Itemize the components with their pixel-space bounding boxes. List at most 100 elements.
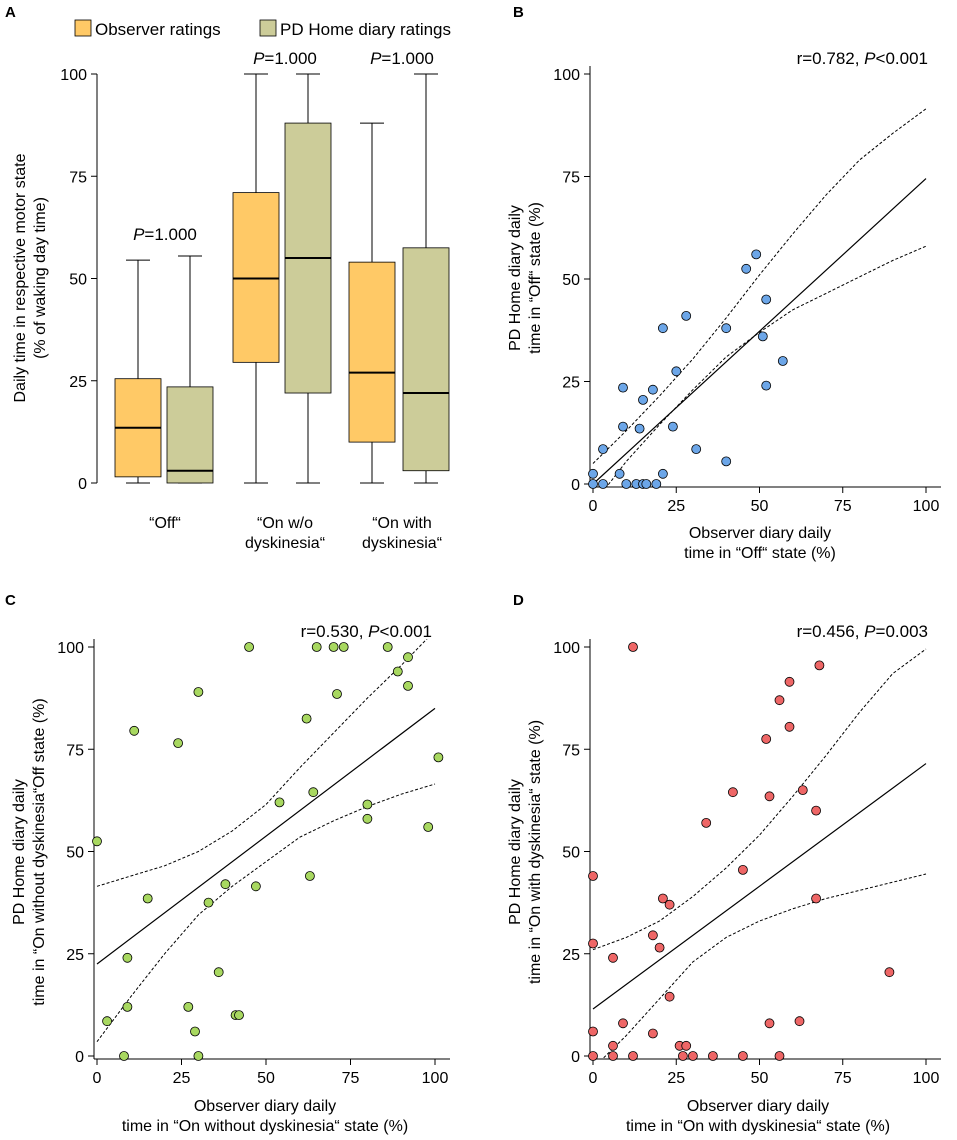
panel-d-xtick-label-75: 75 [834, 1070, 852, 1087]
panel-d-xtick-label-50: 50 [751, 1070, 769, 1087]
panel-c-point-1 [102, 1016, 112, 1027]
panel-b-point-25 [757, 331, 768, 342]
panel-letter-a: A [5, 4, 16, 21]
panel-c-point-30 [392, 666, 403, 677]
panel-c-point-4 [122, 1002, 133, 1012]
panel-a-ytick-label-25: 25 [69, 374, 87, 391]
panel-b-ytick-label-100: 100 [553, 67, 580, 84]
panel-b-point-22 [721, 323, 732, 334]
panel-d-point-32 [794, 1016, 805, 1027]
panel-b-xtick-label-50: 50 [751, 498, 769, 515]
panel-b-ci-upper [592, 108, 927, 464]
panel-c-xtick-label-0: 0 [93, 1070, 102, 1087]
panel-b-point-14 [651, 479, 662, 489]
panel-c-point-26 [338, 642, 349, 652]
panel-d-point-11 [648, 1028, 658, 1039]
panel-d-stat: r=0.456, P=0.003 [797, 622, 928, 641]
panel-d-point-23 [738, 865, 748, 875]
panel-a-ytick-label-50: 50 [69, 272, 87, 289]
panel-b-ytick-label-75: 75 [562, 170, 580, 187]
panel-b-point-7 [621, 479, 632, 489]
panel-c-regression-line [96, 707, 436, 965]
panel-c-ytick-label-100: 100 [57, 640, 84, 657]
panel-b-point-23 [741, 263, 752, 274]
panel-c-point-32 [403, 652, 413, 663]
panel-d-xtick-label-0: 0 [589, 1070, 598, 1087]
box-observer-1 [232, 192, 280, 363]
panel-b-point-26 [761, 294, 772, 305]
panel-d-regression-line [592, 763, 927, 1010]
panel-d-point-10 [648, 930, 658, 941]
panel-a-ytick-label-75: 75 [69, 169, 87, 186]
panel-d-ylabel-line2: time in “On with dyskinesia“ state (%) [527, 720, 544, 984]
panel-c-point-11 [193, 687, 204, 697]
panel-c-xtick-label-25: 25 [173, 1070, 191, 1087]
panel-c-point-17 [244, 642, 255, 652]
panel-c-point-12 [203, 897, 214, 908]
category-label-on-with-line2: dyskinesia“ [362, 535, 442, 552]
panel-d-point-30 [784, 676, 795, 687]
box-home-0 [166, 386, 214, 484]
panel-b-point-19 [681, 310, 692, 321]
panel-c-xlabel-line1: Observer diary daily [194, 1098, 336, 1115]
panel-b-point-24 [751, 249, 762, 260]
panel-c-ytick-label-0: 0 [75, 1049, 84, 1066]
panel-d-point-18 [681, 1040, 692, 1051]
panel-c-point-6 [142, 893, 153, 904]
panel-d-point-4 [608, 952, 618, 963]
panel-letter-d: D [513, 592, 524, 609]
panel-a-ylabel-line1: Daily time in respective motor state [12, 153, 29, 402]
panel-b-point-12 [641, 479, 652, 489]
panel-b-scatter: r=0.782, P<0.001 Observer diary daily ti… [507, 49, 941, 562]
panel-c-ci-lower [96, 783, 436, 1043]
panel-d-point-13 [658, 893, 668, 904]
panel-d-xlabel-line2: time in “On with dyskinesia“ state (%) [626, 1118, 890, 1135]
panel-c-xtick-label-50: 50 [257, 1070, 275, 1087]
panel-c-xtick-label-100: 100 [422, 1070, 449, 1087]
panel-c-point-10 [193, 1051, 204, 1061]
panel-c-stat: r=0.530, P<0.001 [301, 622, 432, 641]
panel-c-point-7 [173, 738, 184, 748]
panel-d-point-0 [588, 871, 598, 881]
pvalue-on-wo-dysk: P=1.000 [253, 49, 317, 68]
panel-c-point-20 [301, 713, 312, 724]
panel-c-point-8 [183, 1002, 194, 1012]
panel-c-ylabel-line2: time in “On without dyskinesia“Off state… [31, 698, 48, 1005]
panel-d-point-1 [588, 938, 598, 949]
panel-d-ytick-label-100: 100 [553, 640, 580, 657]
panel-b-ytick-label-50: 50 [562, 272, 580, 289]
panel-b-ytick-label-25: 25 [562, 375, 580, 392]
panel-d-point-28 [774, 695, 785, 706]
panel-b-stat: r=0.782, P<0.001 [797, 49, 928, 68]
panel-a-ytick-label-100: 100 [60, 67, 87, 84]
panel-d-point-24 [738, 1051, 748, 1061]
panel-b-xtick-label-0: 0 [589, 498, 598, 515]
panel-c-point-25 [332, 689, 342, 699]
panel-d-point-9 [628, 1051, 638, 1061]
panel-d-ytick-label-75: 75 [562, 742, 580, 759]
panel-c-xtick-label-75: 75 [342, 1070, 360, 1087]
panel-b-point-5 [618, 382, 628, 393]
panel-b-ylabel-line2: time in “Off“ state (%) [527, 202, 544, 354]
panel-c-point-31 [403, 681, 413, 691]
panel-b-point-3 [598, 444, 608, 455]
panel-b-point-11 [638, 394, 648, 405]
panel-c-point-14 [220, 879, 231, 890]
panel-c-point-0 [92, 836, 102, 847]
panel-d-point-5 [608, 1040, 618, 1051]
panel-d-point-22 [728, 787, 738, 798]
panel-b-point-4 [614, 468, 625, 479]
panel-b-point-18 [671, 366, 682, 377]
panel-c-ytick-label-50: 50 [66, 845, 84, 862]
panel-c-point-33 [423, 822, 434, 832]
panel-letter-c: C [5, 592, 16, 609]
box-observer-2 [348, 261, 396, 443]
panel-d-xtick-label-25: 25 [667, 1070, 685, 1087]
panel-d-point-19 [688, 1051, 698, 1061]
panel-b-ci-lower [605, 245, 927, 487]
panel-c-ytick-label-75: 75 [66, 742, 84, 759]
category-label-on-wo-line1: “On w/o [257, 515, 313, 532]
panel-c-point-27 [362, 813, 373, 824]
category-label-off: “Off“ [149, 515, 181, 532]
